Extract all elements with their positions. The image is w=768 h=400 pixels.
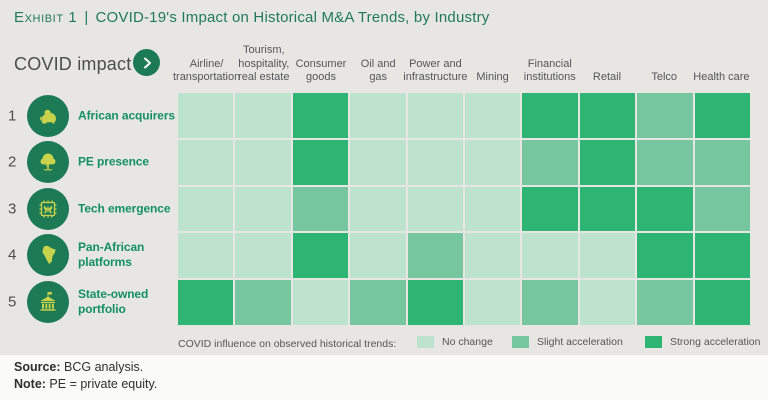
matrix-cell	[350, 280, 406, 325]
matrix-cell	[694, 186, 750, 232]
matrix-cell	[178, 280, 234, 325]
legend-swatch-no-change	[417, 336, 434, 348]
matrix-cell	[178, 139, 234, 185]
matrix-cell	[407, 93, 463, 138]
matrix-cell	[694, 139, 750, 185]
matrix-cell	[637, 139, 693, 185]
matrix-cell	[694, 280, 750, 325]
row-number: 1	[8, 107, 17, 125]
row-number: 2	[8, 153, 17, 171]
matrix-cell	[465, 280, 521, 325]
legend-swatch-slight-acceleration	[512, 336, 529, 348]
matrix-cell	[235, 186, 291, 232]
matrix-cell	[235, 93, 291, 138]
matrix-cell	[579, 139, 636, 185]
legend-item-no-change: No change	[417, 336, 493, 348]
row-number: 3	[8, 200, 17, 218]
exhibit-number: Exhibit 1	[14, 9, 78, 26]
column-header-telco: Telco	[651, 71, 678, 84]
source-line: Source: BCG analysis.	[14, 360, 144, 374]
column-header-tourism-hospitality-real-estate: Tourism, hospitality, real estate	[238, 43, 290, 84]
matrix-cell	[350, 186, 406, 232]
column-header-mining: Mining	[476, 71, 509, 84]
column-header-airline-transportation: Airline/ transportation	[172, 57, 241, 84]
matrix-cell	[350, 139, 406, 185]
matrix-cell	[235, 233, 291, 279]
legend-item-slight-acceleration: Slight acceleration	[512, 336, 623, 348]
matrix-cell	[465, 233, 521, 279]
lion-icon	[27, 95, 69, 137]
legend-swatch-strong-acceleration	[645, 336, 662, 348]
matrix-cell	[465, 139, 521, 185]
sidebar-row-pe-presence: 2 PE presence	[0, 139, 178, 185]
matrix-cell	[350, 233, 406, 279]
matrix-cell	[178, 233, 234, 279]
africa-map-icon	[27, 234, 69, 277]
matrix-cell	[522, 93, 578, 138]
matrix-cell	[637, 280, 693, 325]
exhibit-title: Exhibit 1 | COVID-19's Impact on Historica…	[14, 9, 489, 26]
matrix-cell	[350, 93, 406, 138]
matrix-cell	[292, 186, 349, 232]
matrix-cell	[292, 93, 349, 138]
note-line: Note: PE = private equity.	[14, 376, 158, 391]
matrix-cell	[694, 93, 750, 138]
tree-icon	[27, 141, 69, 184]
sidebar-row-tech-emergence: 3 Tech emergence	[0, 186, 178, 232]
matrix-cell	[292, 233, 349, 279]
matrix-cell	[637, 186, 693, 232]
matrix-cell	[637, 93, 693, 138]
column-header-retail: Retail	[592, 71, 622, 84]
matrix-cell	[579, 280, 636, 325]
matrix-cell	[292, 139, 349, 185]
row-label: African acquirers	[78, 108, 176, 123]
matrix-cell	[292, 280, 349, 325]
matrix-cell	[235, 139, 291, 185]
column-header-power-and-infrastructure: Power and infrastructure	[403, 57, 468, 84]
footnotes: Source: BCG analysis. Note: PE = private…	[14, 359, 157, 392]
matrix-cell	[235, 280, 291, 325]
column-header-financial-institutions: Financial institutions	[523, 57, 576, 84]
page-title: COVID-19's Impact on Historical M&A Tren…	[95, 9, 490, 26]
legend-label: COVID influence on observed historical t…	[178, 338, 397, 350]
sidebar-row-pan-african-platforms: 4 Pan-African platforms	[0, 232, 178, 278]
row-label: PE presence	[78, 154, 149, 169]
matrix-cell	[522, 233, 578, 279]
matrix-cell	[465, 93, 521, 138]
butterfly-chip-icon	[27, 187, 69, 230]
column-header-consumer-goods: Consumer goods	[295, 57, 347, 84]
title-separator: |	[84, 9, 89, 26]
matrix-cell	[465, 186, 521, 232]
matrix-cell	[407, 186, 463, 232]
matrix-cell	[579, 186, 636, 232]
row-number: 5	[8, 293, 17, 311]
heatmap-matrix	[178, 93, 750, 325]
covid-impact-heading: COVID impact	[14, 54, 132, 74]
matrix-cell	[407, 233, 463, 279]
matrix-cell	[407, 139, 463, 185]
sidebar-row-state-owned-portfolio: 5 State-owned portfolio	[0, 279, 178, 325]
matrix-cell	[522, 186, 578, 232]
row-label: State-owned portfolio	[78, 286, 149, 316]
matrix-cell	[522, 139, 578, 185]
row-label: Pan-African platforms	[78, 240, 145, 270]
column-header-oil-and-gas: Oil and gas	[360, 57, 396, 84]
matrix-cell	[178, 93, 234, 138]
column-header-health-care: Health care	[693, 71, 750, 84]
column-headers: Airline/ transportation Tourism, hospita…	[172, 38, 750, 90]
matrix-cell	[579, 233, 636, 279]
matrix-cell	[407, 280, 463, 325]
matrix-cell	[178, 186, 234, 232]
matrix-cell	[522, 280, 578, 325]
footer-strip	[0, 355, 768, 400]
matrix-cell	[694, 233, 750, 279]
matrix-cell	[637, 233, 693, 279]
bank-icon	[27, 280, 69, 323]
row-number: 4	[8, 246, 17, 264]
matrix-cell	[579, 93, 636, 138]
sidebar-row-african-acquirers: 1 African acquirers	[0, 93, 178, 139]
chevron-right-icon	[133, 49, 160, 76]
legend-item-strong-acceleration: Strong acceleration	[645, 336, 760, 348]
row-label: Tech emergence	[78, 201, 171, 216]
